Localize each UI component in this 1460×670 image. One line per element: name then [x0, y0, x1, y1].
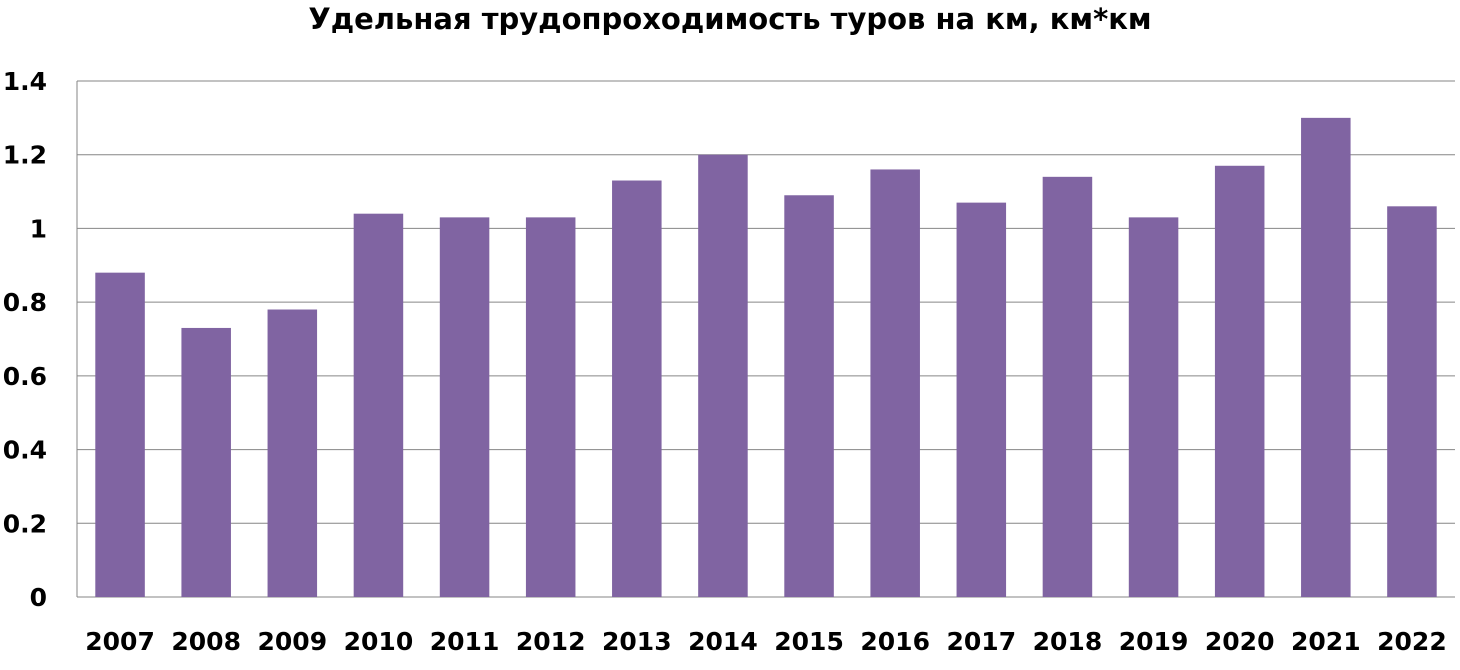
- bar: [353, 213, 404, 597]
- y-tick-label: 0.4: [3, 436, 47, 465]
- x-tick-label: 2015: [774, 627, 844, 656]
- bar: [95, 272, 145, 597]
- bar: [870, 169, 920, 597]
- x-tick-label: 2009: [258, 627, 328, 656]
- x-tick-label: 2014: [688, 627, 758, 656]
- x-tick-label: 2021: [1291, 627, 1361, 656]
- y-tick-label: 1.4: [3, 67, 47, 96]
- bar: [956, 202, 1007, 597]
- x-tick-label: 2022: [1377, 627, 1447, 656]
- chart-title: Удельная трудопроходимость туров на км, …: [308, 2, 1152, 36]
- bar: [784, 195, 834, 597]
- bar: [1128, 217, 1179, 597]
- bar: [1042, 176, 1093, 598]
- bar: [267, 309, 318, 597]
- bar: [698, 154, 748, 597]
- x-tick-label: 2016: [860, 627, 930, 656]
- x-tick-label: 2020: [1205, 627, 1275, 656]
- x-tick-label: 2013: [602, 627, 672, 656]
- x-tick-label: 2011: [430, 627, 500, 656]
- bar: [1387, 206, 1437, 598]
- bar: [525, 217, 576, 597]
- bar: [1214, 165, 1265, 597]
- y-tick-label: 1: [30, 214, 47, 243]
- bar: [439, 217, 490, 597]
- y-tick-label: 0.8: [3, 288, 47, 317]
- x-tick-label: 2018: [1033, 627, 1103, 656]
- bar: [1301, 117, 1351, 597]
- bar: [181, 327, 231, 597]
- x-tick-label: 2017: [947, 627, 1017, 656]
- y-tick-label: 1.2: [3, 141, 47, 170]
- y-tick-label: 0.2: [3, 509, 47, 538]
- x-tick-label: 2010: [344, 627, 414, 656]
- y-tick-label: 0: [30, 583, 47, 612]
- x-tick-label: 2012: [516, 627, 586, 656]
- y-tick-label: 0.6: [3, 362, 47, 391]
- x-tick-label: 2008: [171, 627, 241, 656]
- x-tick-label: 2007: [85, 627, 155, 656]
- x-tick-label: 2019: [1119, 627, 1189, 656]
- bar: [612, 180, 662, 597]
